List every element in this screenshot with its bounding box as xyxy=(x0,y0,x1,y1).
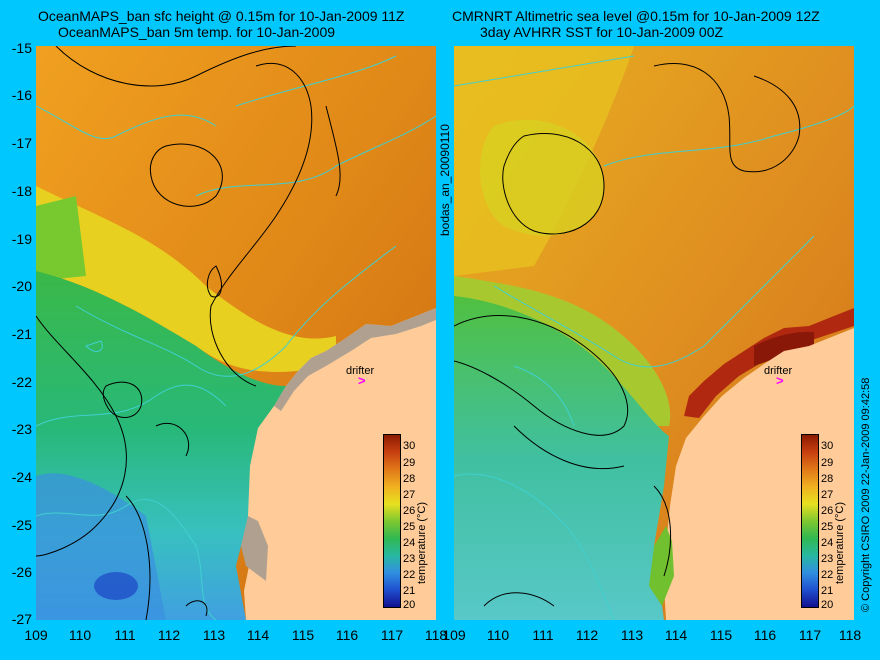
colorbar-tick: 28 xyxy=(821,473,834,485)
x-label: 109 xyxy=(442,627,466,643)
x-label: 118 xyxy=(424,627,448,643)
colorbar-tick: 23 xyxy=(403,553,416,565)
colorbar-tick: 21 xyxy=(403,585,416,597)
y-label: -23 xyxy=(11,421,32,437)
x-label: 112 xyxy=(575,627,599,643)
drifter-label-left: drifter xyxy=(346,365,375,377)
colorbar-tick: 26 xyxy=(403,505,416,517)
x-label: 114 xyxy=(246,627,270,643)
x-label: 114 xyxy=(664,627,688,643)
x-label: 115 xyxy=(291,627,315,643)
left-sst-map xyxy=(36,46,436,620)
y-label: -20 xyxy=(11,278,32,294)
colorbar-tick: 27 xyxy=(403,489,416,501)
analysis-id-label: bodas_an_20090110 xyxy=(438,124,452,236)
right-map-panel xyxy=(454,46,854,620)
colorbar-tick: 30 xyxy=(403,440,416,452)
x-label: 113 xyxy=(620,627,644,643)
colorbar-title: temperature (°C) xyxy=(416,501,428,584)
colorbar-tick: 28 xyxy=(403,473,416,485)
x-label: 110 xyxy=(68,627,92,643)
x-label: 111 xyxy=(532,627,554,643)
y-label: -19 xyxy=(11,231,32,247)
copyright-label: © Copyright CSIRO 2009 22-Jan-2009 09:42… xyxy=(860,377,872,612)
colorbar-title: temperature (°C) xyxy=(834,501,846,584)
y-label: -15 xyxy=(11,40,32,56)
x-label: 113 xyxy=(202,627,226,643)
drifter-marker-left: > xyxy=(358,373,366,388)
colorbar-tick: 24 xyxy=(403,537,416,549)
colorbar-tick: 30 xyxy=(821,440,834,452)
x-label: 117 xyxy=(798,627,822,643)
colorbar-scale xyxy=(801,434,819,608)
y-label: -27 xyxy=(11,611,32,627)
x-label: 111 xyxy=(114,627,136,643)
colorbar-tick: 29 xyxy=(821,457,834,469)
colorbar-tick: 20 xyxy=(403,599,416,611)
x-label: 116 xyxy=(753,627,777,643)
x-label: 112 xyxy=(157,627,181,643)
left-map-panel xyxy=(36,46,436,620)
colorbar-tick: 21 xyxy=(821,585,834,597)
x-label: 117 xyxy=(380,627,404,643)
right-title-line1: CMRNRT Altimetric sea level @0.15m for 1… xyxy=(452,8,820,24)
x-label: 110 xyxy=(486,627,510,643)
colorbar-tick: 23 xyxy=(821,553,834,565)
colorbar-tick: 24 xyxy=(821,537,834,549)
y-label: -18 xyxy=(11,183,32,199)
y-label: -17 xyxy=(11,135,32,151)
right-title-line2: 3day AVHRR SST for 10-Jan-2009 00Z xyxy=(480,24,724,40)
left-title-line1: OceanMAPS_ban sfc height @ 0.15m for 10-… xyxy=(38,8,405,24)
x-label: 115 xyxy=(709,627,733,643)
colorbar-tick: 26 xyxy=(821,505,834,517)
colorbar-tick: 22 xyxy=(821,569,834,581)
y-label: -26 xyxy=(11,564,32,580)
x-label: 116 xyxy=(335,627,359,643)
colorbar-tick: 22 xyxy=(403,569,416,581)
y-label: -21 xyxy=(11,326,32,342)
y-label: -25 xyxy=(11,517,32,533)
colorbar-tick: 27 xyxy=(821,489,834,501)
colorbar-scale xyxy=(383,434,401,608)
left-title-line2: OceanMAPS_ban 5m temp. for 10-Jan-2009 xyxy=(58,24,336,40)
x-label: 118 xyxy=(838,627,862,643)
colorbar-tick: 29 xyxy=(403,457,416,469)
colorbar-tick: 25 xyxy=(403,521,416,533)
colorbar-tick: 20 xyxy=(821,599,834,611)
y-label: -24 xyxy=(11,469,32,485)
right-sst-map xyxy=(454,46,854,620)
x-label: 109 xyxy=(24,627,48,643)
y-label: -22 xyxy=(11,374,32,390)
drifter-marker-right: > xyxy=(776,373,784,388)
colorbar-tick: 25 xyxy=(821,521,834,533)
y-label: -16 xyxy=(11,87,32,103)
drifter-label-right: drifter xyxy=(764,365,793,377)
